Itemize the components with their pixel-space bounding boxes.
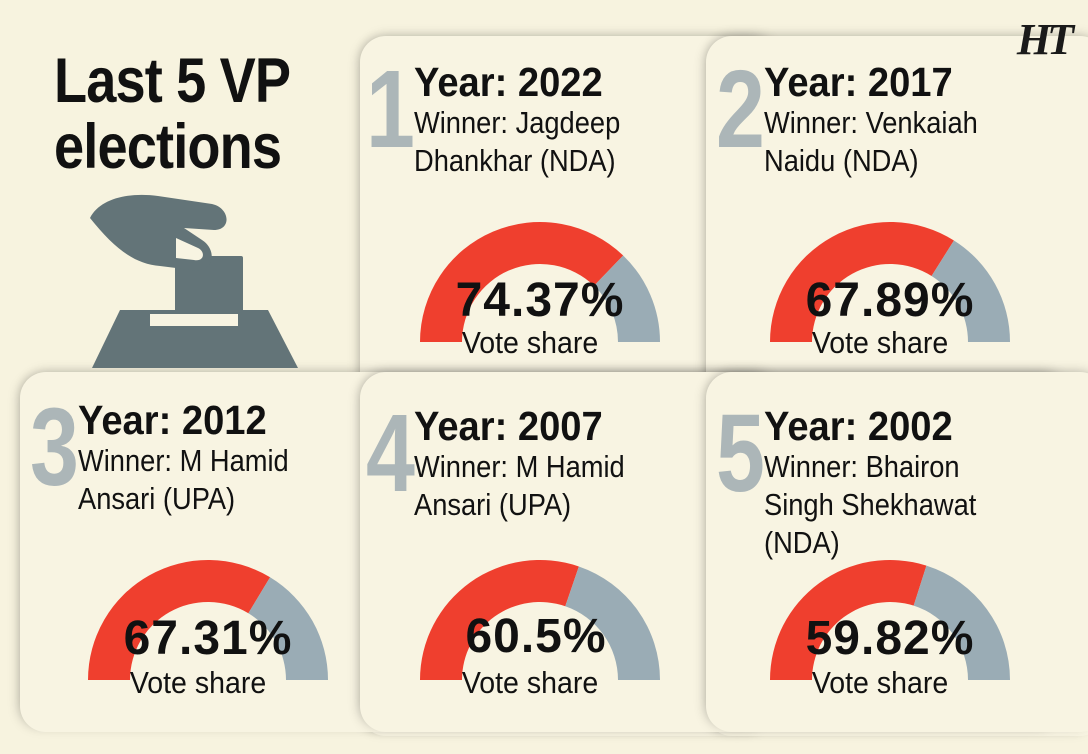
year-label: Year: 2012 bbox=[78, 397, 267, 443]
winner-line: Naidu (NDA) bbox=[764, 143, 919, 178]
winner-line: Winner: M Hamid bbox=[78, 443, 289, 478]
year-label: Year: 2022 bbox=[414, 59, 603, 105]
winner-line: Singh Shekhawat bbox=[764, 487, 977, 522]
vote-share-value: 59.82% bbox=[805, 612, 975, 665]
winner-line: Ansari (UPA) bbox=[78, 481, 236, 516]
winner-label: Winner: Bhairon Singh Shekhawat (NDA) bbox=[764, 448, 1019, 562]
ht-logo: HT bbox=[1016, 15, 1074, 64]
vote-share-label: Vote share bbox=[461, 665, 599, 700]
gauge-2022 bbox=[420, 222, 660, 342]
gauge-remaining-share-arc bbox=[565, 566, 660, 680]
gauge-winner-share-arc bbox=[420, 222, 624, 342]
winner-label: Winner: M Hamid Ansari (UPA) bbox=[414, 448, 669, 524]
winner-line: Winner: Bhairon bbox=[764, 449, 960, 484]
winner-label: Winner: M Hamid Ansari (UPA) bbox=[78, 442, 333, 518]
gauge-winner-share-arc bbox=[420, 560, 579, 680]
panel-2002 bbox=[706, 372, 1088, 732]
winner-line: Winner: M Hamid bbox=[414, 449, 625, 484]
gauge-remaining-share-arc bbox=[248, 577, 328, 680]
title-line-1: Last 5 VP bbox=[54, 46, 291, 116]
winner-line: Ansari (UPA) bbox=[414, 487, 572, 522]
vote-share-value: 60.5% bbox=[465, 610, 607, 663]
gauge-winner-share-arc bbox=[770, 560, 927, 680]
winner-label: Winner: Venkaiah Naidu (NDA) bbox=[764, 104, 1019, 180]
year-label: Year: 2002 bbox=[764, 403, 953, 449]
gauge-2012 bbox=[88, 560, 328, 680]
card-2002: 5 Year: 2002 Winner: Bhairon Singh Shekh… bbox=[716, 392, 1046, 754]
title-line-2: elections bbox=[54, 112, 282, 182]
rank-number: 1 bbox=[366, 48, 415, 171]
gauge-remaining-share-arc bbox=[931, 240, 1010, 342]
winner-label: Winner: Jagdeep Dhankhar (NDA) bbox=[414, 104, 669, 180]
ballot-box-icon bbox=[90, 194, 298, 368]
gauge-2002 bbox=[770, 560, 1010, 680]
vote-share-value: 67.89% bbox=[805, 274, 975, 327]
winner-line: Winner: Venkaiah bbox=[764, 105, 978, 140]
card-2022: 1 Year: 2022 Winner: Jagdeep Dhankhar (N… bbox=[366, 48, 696, 410]
winner-line: Dhankhar (NDA) bbox=[414, 143, 616, 178]
gauge-2017 bbox=[770, 221, 1010, 342]
rank-number: 3 bbox=[30, 386, 79, 509]
gauge-remaining-share-arc bbox=[594, 255, 660, 342]
rank-number: 2 bbox=[716, 48, 765, 171]
card-2017: 2 Year: 2017 Winner: Venkaiah Naidu (NDA… bbox=[716, 48, 1046, 410]
winner-line: Winner: Jagdeep bbox=[414, 105, 621, 140]
rank-number: 5 bbox=[716, 392, 765, 515]
year-label: Year: 2017 bbox=[764, 59, 953, 105]
vote-share-label: Vote share bbox=[811, 665, 949, 700]
vote-share-label: Vote share bbox=[129, 665, 267, 700]
gauge-remaining-share-arc bbox=[913, 565, 1010, 680]
page-title: Last 5 VP elections bbox=[54, 46, 291, 182]
vote-share-value: 74.37% bbox=[455, 274, 625, 327]
gauge-winner-share-arc bbox=[88, 560, 271, 680]
rank-number: 4 bbox=[366, 392, 415, 515]
vote-share-value: 67.31% bbox=[123, 612, 293, 665]
year-label: Year: 2007 bbox=[414, 403, 603, 449]
card-2012: 3 Year: 2012 Winner: M Hamid Ansari (UPA… bbox=[30, 386, 360, 748]
vote-share-label: Vote share bbox=[461, 325, 599, 360]
winner-line: (NDA) bbox=[764, 525, 840, 560]
card-2007: 4 Year: 2007 Winner: M Hamid Ansari (UPA… bbox=[366, 392, 696, 754]
gauge-2007 bbox=[420, 560, 660, 680]
vote-share-label: Vote share bbox=[811, 325, 949, 360]
gauge-winner-share-arc bbox=[770, 221, 954, 342]
